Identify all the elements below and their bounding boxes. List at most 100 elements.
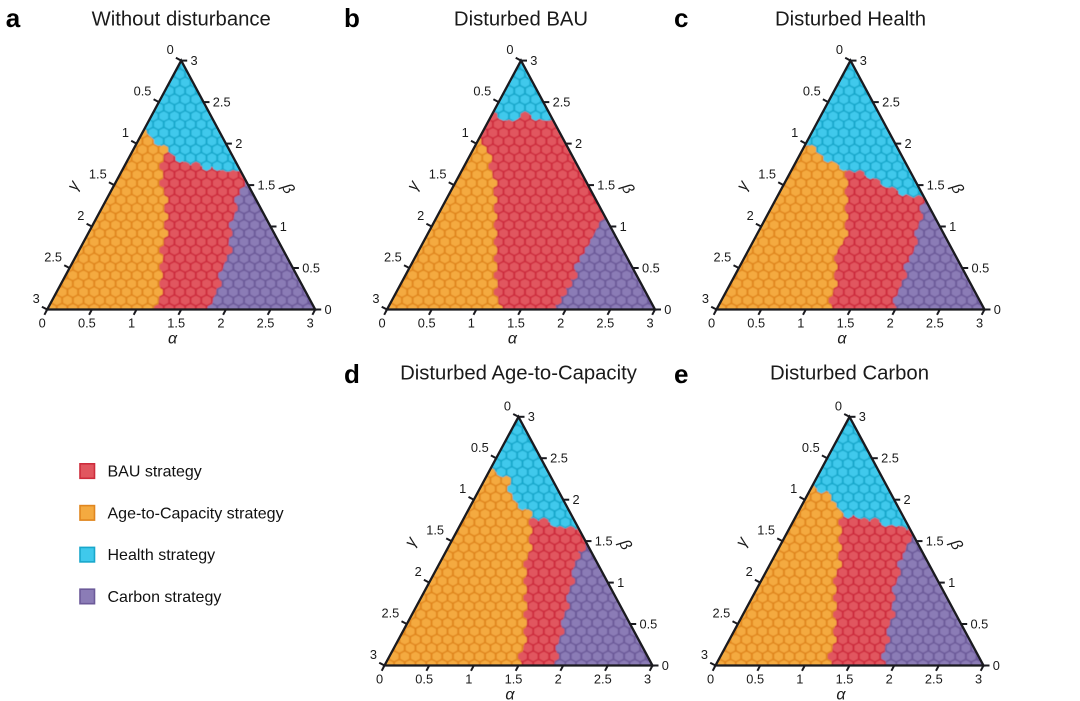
svg-text:2.5: 2.5	[925, 672, 943, 687]
svg-text:1.5: 1.5	[426, 523, 444, 538]
svg-text:Disturbed BAU: Disturbed BAU	[454, 8, 588, 30]
svg-text:0.5: 0.5	[803, 84, 821, 99]
svg-text:1: 1	[796, 672, 803, 687]
svg-text:2.5: 2.5	[550, 451, 568, 466]
svg-text:BAU strategy: BAU strategy	[108, 464, 202, 481]
svg-text:Carbon strategy: Carbon strategy	[108, 589, 222, 606]
svg-text:2.5: 2.5	[213, 94, 231, 109]
svg-text:2: 2	[575, 136, 582, 151]
svg-text:0.5: 0.5	[971, 616, 989, 631]
svg-text:α: α	[508, 331, 518, 348]
svg-text:0.5: 0.5	[78, 316, 96, 331]
svg-text:2: 2	[746, 564, 753, 579]
svg-text:1: 1	[949, 219, 956, 234]
svg-text:2: 2	[555, 672, 562, 687]
svg-text:3: 3	[859, 409, 866, 424]
svg-text:Health strategy: Health strategy	[108, 547, 216, 564]
svg-text:1: 1	[468, 316, 475, 331]
svg-text:α: α	[837, 331, 847, 348]
svg-text:1: 1	[280, 219, 287, 234]
svg-text:0: 0	[376, 672, 383, 687]
svg-text:2.5: 2.5	[553, 94, 571, 109]
svg-text:Without disturbance: Without disturbance	[92, 8, 271, 30]
svg-text:1: 1	[122, 125, 129, 140]
svg-text:1: 1	[459, 481, 466, 496]
svg-text:3: 3	[370, 647, 377, 662]
svg-text:0.5: 0.5	[418, 316, 436, 331]
svg-text:3: 3	[976, 316, 983, 331]
svg-text:2: 2	[217, 316, 224, 331]
svg-text:α: α	[836, 687, 846, 701]
svg-text:2.5: 2.5	[384, 250, 402, 265]
svg-text:1: 1	[948, 575, 955, 590]
svg-text:1: 1	[128, 316, 135, 331]
svg-text:e: e	[674, 359, 688, 389]
svg-text:2: 2	[415, 564, 422, 579]
svg-text:1.5: 1.5	[926, 533, 944, 548]
svg-text:a: a	[6, 3, 21, 33]
svg-text:0.5: 0.5	[747, 316, 765, 331]
svg-text:2: 2	[417, 208, 424, 223]
svg-text:3: 3	[33, 291, 40, 306]
svg-text:0: 0	[167, 42, 174, 57]
svg-text:2.5: 2.5	[713, 606, 731, 621]
svg-text:2.5: 2.5	[44, 250, 62, 265]
svg-text:1.5: 1.5	[837, 316, 855, 331]
svg-text:2: 2	[905, 136, 912, 151]
svg-text:2: 2	[887, 316, 894, 331]
svg-text:0.5: 0.5	[302, 260, 320, 275]
svg-text:Disturbed Health: Disturbed Health	[775, 8, 926, 30]
svg-text:0.5: 0.5	[972, 260, 990, 275]
svg-text:1.5: 1.5	[89, 167, 107, 182]
svg-text:0: 0	[39, 316, 46, 331]
svg-text:0.5: 0.5	[134, 84, 152, 99]
svg-text:0: 0	[836, 42, 843, 57]
svg-text:c: c	[674, 3, 688, 33]
svg-text:0: 0	[662, 658, 669, 673]
svg-text:0: 0	[325, 302, 332, 317]
svg-text:3: 3	[530, 53, 537, 68]
svg-text:1: 1	[797, 316, 804, 331]
svg-text:3: 3	[646, 316, 653, 331]
svg-text:0.5: 0.5	[642, 260, 660, 275]
svg-text:α: α	[168, 331, 178, 348]
svg-text:2.5: 2.5	[594, 672, 612, 687]
svg-text:2: 2	[235, 136, 242, 151]
svg-text:1: 1	[790, 481, 797, 496]
svg-text:3: 3	[307, 316, 314, 331]
svg-text:0.5: 0.5	[640, 616, 658, 631]
svg-text:2.5: 2.5	[882, 94, 900, 109]
svg-text:Age-to-Capacity strategy: Age-to-Capacity strategy	[108, 505, 284, 522]
svg-text:2.5: 2.5	[596, 316, 614, 331]
svg-text:1.5: 1.5	[429, 167, 447, 182]
svg-text:2: 2	[747, 208, 754, 223]
svg-text:0.5: 0.5	[746, 672, 764, 687]
svg-text:0.5: 0.5	[473, 84, 491, 99]
svg-text:1.5: 1.5	[167, 316, 185, 331]
svg-text:2: 2	[904, 492, 911, 507]
svg-text:1: 1	[791, 125, 798, 140]
svg-text:0: 0	[994, 302, 1001, 317]
svg-text:0.5: 0.5	[802, 440, 820, 455]
svg-text:0: 0	[708, 316, 715, 331]
svg-text:3: 3	[372, 291, 379, 306]
svg-text:0: 0	[378, 316, 385, 331]
svg-text:2.5: 2.5	[926, 316, 944, 331]
svg-text:1.5: 1.5	[836, 672, 854, 687]
svg-text:Disturbed Age-to-Capacity: Disturbed Age-to-Capacity	[400, 363, 638, 385]
svg-text:2.5: 2.5	[382, 606, 400, 621]
svg-text:0.5: 0.5	[415, 672, 433, 687]
svg-text:0: 0	[993, 658, 1000, 673]
svg-text:2: 2	[573, 492, 580, 507]
svg-text:1: 1	[620, 219, 627, 234]
svg-text:2: 2	[77, 208, 84, 223]
svg-text:2: 2	[557, 316, 564, 331]
svg-text:0: 0	[664, 302, 671, 317]
svg-text:2.5: 2.5	[714, 250, 732, 265]
svg-text:0: 0	[835, 398, 842, 413]
svg-text:1.5: 1.5	[757, 523, 775, 538]
svg-text:3: 3	[860, 53, 867, 68]
svg-text:1.5: 1.5	[505, 672, 523, 687]
svg-text:1.5: 1.5	[927, 177, 945, 192]
svg-text:1: 1	[465, 672, 472, 687]
